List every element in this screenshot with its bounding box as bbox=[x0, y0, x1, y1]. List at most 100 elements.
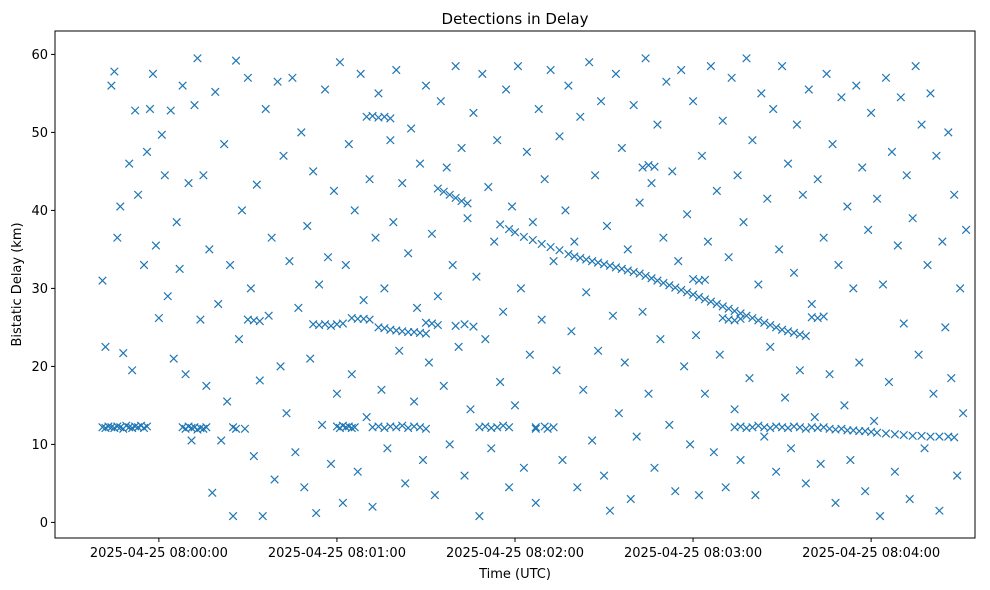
data-point-marker bbox=[792, 120, 802, 129]
data-point-marker bbox=[860, 486, 870, 496]
data-point-marker bbox=[119, 348, 128, 358]
data-point-marker bbox=[718, 302, 727, 311]
data-point-marker bbox=[246, 284, 256, 293]
data-point-marker bbox=[549, 256, 558, 266]
data-point-marker bbox=[742, 311, 751, 320]
data-point-marker bbox=[219, 139, 229, 149]
data-point-marker bbox=[353, 314, 362, 324]
data-point-marker bbox=[866, 108, 876, 118]
data-point-marker bbox=[457, 196, 466, 206]
data-point-marker bbox=[641, 54, 650, 63]
data-point-marker bbox=[771, 467, 781, 476]
y-tick-label: 30 bbox=[31, 282, 48, 297]
data-point-marker bbox=[448, 260, 457, 270]
data-point-marker bbox=[519, 463, 529, 473]
data-point-marker bbox=[184, 178, 193, 188]
data-point-marker bbox=[813, 174, 822, 184]
y-tick-label: 10 bbox=[31, 438, 48, 453]
data-point-marker bbox=[801, 479, 811, 488]
data-point-marker bbox=[495, 220, 505, 229]
data-point-marker bbox=[273, 77, 282, 86]
data-point-marker bbox=[175, 264, 184, 274]
data-point-marker bbox=[840, 401, 849, 410]
data-point-marker bbox=[611, 69, 621, 79]
data-point-marker bbox=[617, 143, 627, 153]
data-point-marker bbox=[279, 151, 288, 161]
data-point-marker bbox=[504, 224, 514, 234]
data-point-marker bbox=[531, 424, 540, 434]
data-point-marker bbox=[671, 486, 680, 496]
data-point-marker bbox=[525, 350, 535, 359]
data-point-marker bbox=[252, 180, 262, 189]
data-point-marker bbox=[858, 163, 867, 172]
data-point-marker bbox=[395, 346, 404, 356]
y-tick-label: 0 bbox=[40, 516, 48, 531]
data-point-marker bbox=[380, 284, 389, 293]
data-point-marker bbox=[626, 494, 635, 504]
data-point-marker bbox=[908, 213, 917, 223]
data-point-marker bbox=[798, 190, 808, 200]
data-point-marker bbox=[579, 385, 588, 395]
x-tick-label: 2025-04-25 08:00:00 bbox=[90, 546, 228, 561]
data-point-marker bbox=[656, 334, 665, 344]
data-point-marker bbox=[890, 430, 900, 439]
data-point-marker bbox=[801, 331, 811, 341]
data-point-marker bbox=[311, 508, 321, 518]
data-point-marker bbox=[504, 423, 514, 432]
y-tick-label: 50 bbox=[31, 126, 48, 141]
data-point-marker bbox=[632, 432, 641, 441]
data-point-marker bbox=[703, 237, 713, 246]
data-point-marker bbox=[766, 320, 775, 330]
data-point-marker bbox=[433, 320, 443, 330]
data-point-marker bbox=[267, 233, 276, 242]
data-point-marker bbox=[451, 61, 460, 71]
data-point-marker bbox=[754, 316, 763, 325]
data-point-marker bbox=[958, 408, 968, 418]
data-point-marker bbox=[359, 295, 368, 305]
y-tick-label: 40 bbox=[31, 204, 48, 219]
data-point-marker bbox=[237, 206, 247, 215]
data-point-marker bbox=[694, 490, 704, 500]
data-point-marker bbox=[804, 85, 814, 94]
data-point-marker bbox=[350, 423, 359, 432]
data-point-marker bbox=[647, 274, 656, 283]
data-point-marker bbox=[519, 232, 529, 242]
data-point-marker bbox=[730, 405, 739, 414]
data-point-marker bbox=[688, 96, 698, 106]
data-point-marker bbox=[881, 73, 891, 83]
x-tick-label: 2025-04-25 08:03:00 bbox=[624, 546, 762, 561]
data-point-marker bbox=[211, 87, 220, 97]
data-point-marker bbox=[507, 202, 517, 211]
data-point-marker bbox=[107, 81, 116, 90]
data-point-marker bbox=[771, 323, 781, 332]
data-markers bbox=[98, 54, 971, 521]
data-point-marker bbox=[110, 67, 119, 76]
data-point-marker bbox=[403, 327, 413, 337]
data-point-marker bbox=[887, 147, 897, 157]
data-point-marker bbox=[222, 397, 232, 406]
data-point-marker bbox=[181, 369, 190, 379]
data-point-marker bbox=[353, 467, 362, 476]
data-point-marker bbox=[433, 291, 443, 301]
data-point-marker bbox=[780, 393, 790, 402]
data-point-marker bbox=[620, 358, 630, 367]
data-point-marker bbox=[285, 256, 294, 266]
data-point-marker bbox=[662, 77, 671, 86]
data-point-marker bbox=[647, 178, 656, 188]
data-point-marker bbox=[231, 424, 241, 434]
data-point-marker bbox=[498, 307, 508, 317]
x-axis-ticks: 2025-04-25 08:00:00 2025-04-25 08:01:00 20… bbox=[90, 538, 940, 561]
data-point-marker bbox=[386, 114, 395, 123]
data-point-marker bbox=[193, 54, 202, 63]
data-point-marker bbox=[944, 128, 953, 137]
data-point-marker bbox=[297, 128, 306, 137]
data-point-marker bbox=[492, 135, 502, 145]
data-point-marker bbox=[243, 73, 253, 83]
data-point-marker bbox=[291, 447, 300, 457]
data-point-marker bbox=[896, 93, 906, 102]
data-point-marker bbox=[139, 260, 149, 270]
data-point-marker bbox=[795, 366, 805, 375]
data-point-marker bbox=[893, 241, 903, 250]
data-point-marker bbox=[602, 221, 612, 231]
